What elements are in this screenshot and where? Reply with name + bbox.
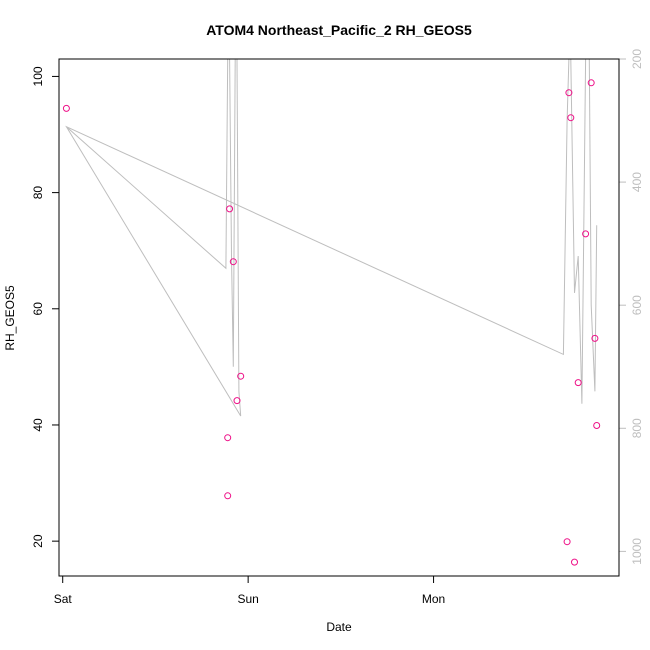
data-point — [224, 492, 232, 500]
x-tick-label: Sat — [54, 592, 73, 606]
data-point — [563, 538, 571, 546]
y-tick-label: 100 — [31, 66, 45, 86]
data-point — [224, 434, 232, 442]
y-axis-label: RH_GEOS5 — [3, 285, 17, 351]
data-point — [229, 258, 237, 266]
y2-tick-label: 200 — [630, 49, 644, 69]
x-tick-label: Sun — [237, 592, 258, 606]
data-point — [62, 104, 70, 112]
data-point — [593, 422, 601, 429]
x-axis-label: Date — [326, 620, 352, 634]
series-points-layer — [62, 79, 601, 566]
data-point — [226, 205, 234, 213]
data-point — [567, 114, 575, 122]
data-point — [591, 334, 599, 342]
data-point — [565, 89, 573, 97]
y2-tick-label: 1000 — [630, 538, 644, 565]
data-point — [587, 79, 595, 87]
y-tick-label: 80 — [31, 186, 45, 200]
data-point — [574, 379, 582, 387]
y2-tick-label: 400 — [630, 172, 644, 192]
x-tick-label: Mon — [422, 592, 445, 606]
plot-box — [58, 58, 620, 577]
data-point — [233, 397, 241, 405]
data-point — [571, 558, 578, 566]
y-tick-label: 40 — [31, 418, 45, 432]
chart-title: ATOM4 Northeast_Pacific_2 RH_GEOS5 — [206, 22, 472, 38]
y2-tick-label: 600 — [630, 295, 644, 315]
y-tick-label: 20 — [31, 534, 45, 548]
data-point — [237, 372, 245, 380]
data-point — [582, 230, 590, 238]
y-tick-label: 60 — [31, 302, 45, 316]
y2-tick-label: 800 — [630, 418, 644, 438]
